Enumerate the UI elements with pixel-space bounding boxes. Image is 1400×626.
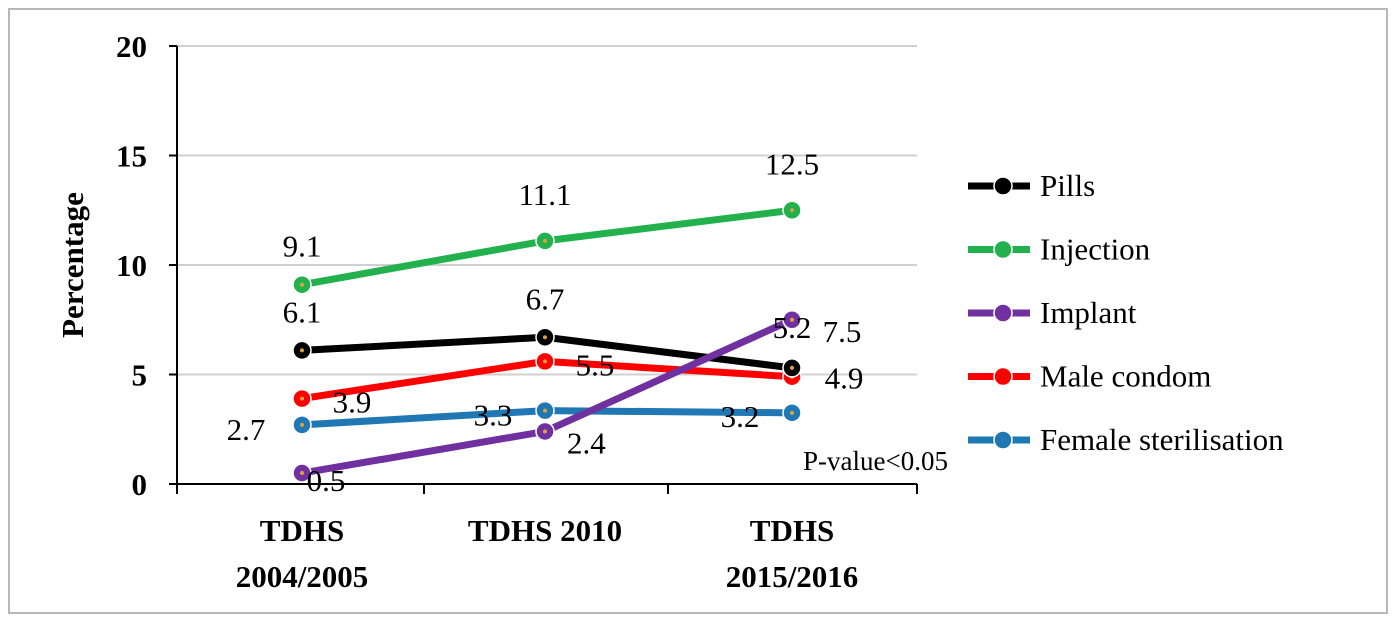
data-label: 7.5	[823, 314, 862, 349]
data-label: 4.9	[825, 361, 864, 396]
data-point-center	[790, 410, 794, 415]
y-tick-label: 10	[116, 248, 147, 283]
data-label: 0.5	[307, 463, 346, 498]
data-labels: 6.1 6.7 5.2 9.1 11.1 12.5 0.5 2.4 7.5 3.9 5.5 4.9 2.…	[227, 146, 864, 498]
data-label: 5.5	[576, 347, 615, 382]
legend-label: Implant	[1040, 295, 1137, 330]
data-point-center	[543, 359, 547, 364]
data-label: 11.1	[518, 177, 571, 212]
legend-marker	[993, 430, 1013, 450]
legend-label: Female sterilisation	[1040, 422, 1284, 457]
x-tick-label-line: 2015/2016	[726, 559, 859, 594]
data-label: 9.1	[283, 229, 322, 264]
legend: Pills Injection Implant Male condom Female s…	[968, 168, 1284, 457]
data-point-center	[790, 208, 794, 213]
data-label: 2.7	[227, 412, 266, 447]
data-label: 6.7	[526, 281, 565, 316]
y-tick-label: 5	[132, 358, 148, 393]
data-label: 3.2	[721, 399, 760, 434]
data-point-center	[790, 317, 794, 322]
data-point-center	[543, 335, 547, 340]
x-tick-label-line: TDHS 2010	[468, 513, 622, 548]
data-point-center	[300, 471, 304, 476]
data-label: 12.5	[765, 146, 819, 181]
legend-marker	[993, 176, 1013, 196]
data-point-center	[300, 348, 304, 353]
x-tick-label-line: TDHS	[260, 513, 344, 548]
x-tick-label: TDHS 2010	[468, 513, 622, 548]
x-tick-label-line: TDHS	[750, 513, 834, 548]
legend-label: Male condom	[1040, 359, 1211, 394]
data-label: 5.2	[773, 310, 812, 345]
data-label: 3.9	[333, 385, 372, 420]
legend-label: Pills	[1040, 168, 1095, 203]
data-point-center	[543, 429, 547, 434]
chart-frame	[8, 8, 1388, 614]
data-point-center	[300, 396, 304, 401]
data-label: 2.4	[567, 425, 606, 460]
data-label: 3.3	[474, 398, 513, 433]
legend-marker	[993, 366, 1013, 387]
x-tick-label: TDHS 2004/2005	[236, 513, 369, 594]
legend-marker	[993, 239, 1013, 260]
data-point-center	[790, 365, 794, 370]
y-tick-label: 15	[116, 139, 147, 174]
data-point-center	[543, 408, 547, 413]
legend-marker	[993, 303, 1013, 323]
data-point-center	[300, 422, 304, 427]
axes	[169, 45, 918, 494]
series-lines	[292, 200, 802, 483]
legend-label: Injection	[1040, 232, 1151, 267]
data-label: 6.1	[283, 294, 322, 329]
x-tick-label: TDHS 2015/2016	[726, 513, 859, 594]
x-tick-label-line: 2004/2005	[236, 559, 369, 594]
x-tick-labels: TDHS 2004/2005 TDHS 2010 TDHS 2015/2016	[236, 513, 859, 594]
y-axis-label: Percentage	[55, 192, 90, 338]
y-tick-label: 20	[116, 29, 147, 64]
y-tick-label: 0	[132, 467, 148, 502]
y-tick-labels: 0 5 10 15 20	[116, 29, 147, 502]
p-value-annotation: P-value<0.05	[803, 446, 948, 476]
data-point-center	[300, 282, 304, 287]
data-point-center	[543, 238, 547, 243]
